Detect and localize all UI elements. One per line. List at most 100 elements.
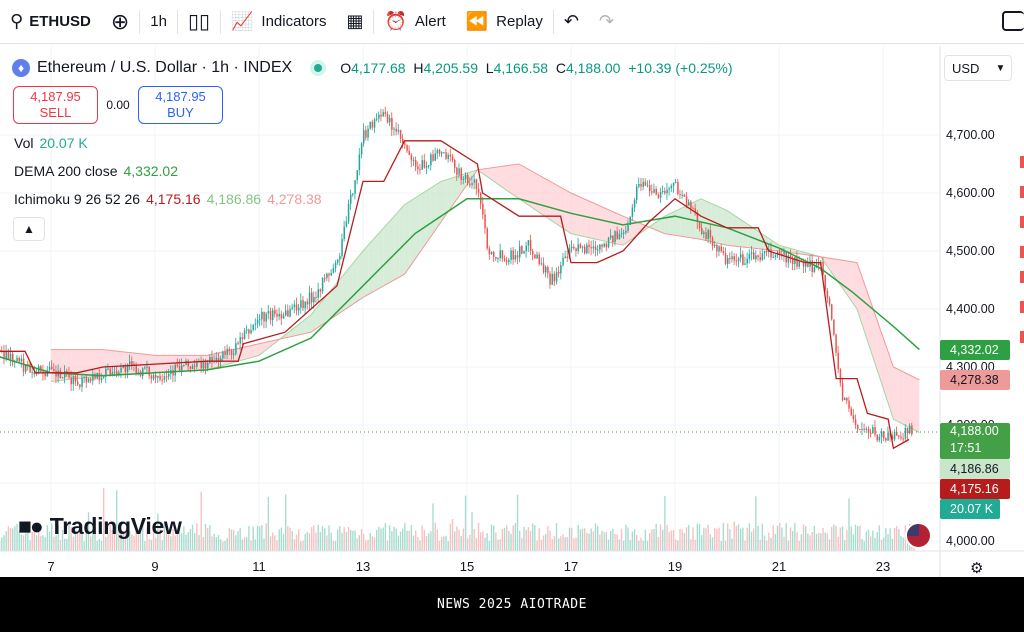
candle-body xyxy=(605,243,608,248)
ichimoku-cloud-segment xyxy=(493,166,499,185)
candle-body xyxy=(701,227,703,235)
replay-button[interactable]: ⏪ Replay xyxy=(456,0,553,44)
chart-type-button[interactable]: ▯▯ xyxy=(178,0,220,44)
candle-body xyxy=(289,308,291,317)
span-a-price-label: 4,186.86 xyxy=(940,459,1010,479)
volume-bar xyxy=(464,495,467,551)
candle-body xyxy=(592,246,595,249)
candle-body xyxy=(404,143,406,145)
volume-bar xyxy=(854,524,857,551)
layout-button[interactable] xyxy=(1002,11,1024,31)
ichimoku-cloud-segment xyxy=(357,251,363,301)
candle-body xyxy=(343,226,345,240)
volume-legend[interactable]: Vol 20.07 K xyxy=(14,135,94,151)
volume-bar xyxy=(605,532,608,551)
volume-bar xyxy=(194,533,196,551)
candle-body xyxy=(603,243,605,247)
compare-button[interactable]: ⊕ xyxy=(101,0,139,44)
volume-bar xyxy=(577,524,579,551)
candle-body xyxy=(415,160,417,167)
candle-body xyxy=(534,254,536,259)
volume-bar xyxy=(562,534,564,551)
indicators-button[interactable]: 📈 Indicators xyxy=(221,0,336,44)
ichimoku-cloud-segment xyxy=(607,209,613,243)
chart-area[interactable] xyxy=(0,46,1024,577)
volume-bar xyxy=(837,536,839,551)
volume-bar xyxy=(261,525,263,551)
candle-body xyxy=(694,208,696,213)
volume-bar xyxy=(460,536,462,551)
trade-panel: 4,187.95 SELL 0.00 4,187.95 BUY xyxy=(13,86,223,124)
volume-bar xyxy=(629,540,631,551)
volume-bar xyxy=(293,539,296,551)
candle-body xyxy=(103,376,105,378)
settings-gear-icon[interactable]: ⚙ xyxy=(970,560,984,577)
candle-body xyxy=(207,362,209,369)
time-tick: 17 xyxy=(563,559,579,574)
dema-legend[interactable]: DEMA 200 close 4,332.02 xyxy=(14,163,184,179)
ichimoku-cloud-segment xyxy=(825,257,831,272)
volume-bar xyxy=(315,532,317,551)
volume-bar xyxy=(874,538,876,551)
candle-body xyxy=(846,398,848,401)
volume-bar xyxy=(1,537,3,551)
time-tick: 13 xyxy=(355,559,371,574)
volume-bar xyxy=(417,536,419,551)
chart-title[interactable]: Ethereum / U.S. Dollar · 1h · INDEX xyxy=(37,59,293,76)
collapse-legend-button[interactable]: ▲ xyxy=(13,217,45,241)
volume-bar xyxy=(419,540,421,551)
ichimoku-legend[interactable]: Ichimoku 9 26 52 26 4,175.16 4,186.86 4,278… xyxy=(14,191,328,207)
candle-body xyxy=(761,253,764,260)
market-status-icon[interactable] xyxy=(310,60,327,76)
ichimoku-cloud-segment xyxy=(659,216,665,234)
price-plot[interactable] xyxy=(0,46,1024,577)
volume-bar xyxy=(824,532,826,551)
currency-select[interactable]: USD ▼ xyxy=(944,55,1012,81)
candle-body xyxy=(887,432,889,441)
candle-body xyxy=(3,351,5,359)
volume-bar xyxy=(885,528,887,551)
interval-button[interactable]: 1h xyxy=(140,0,177,44)
candle-body xyxy=(367,128,369,138)
candle-body xyxy=(324,277,326,279)
candle-body xyxy=(642,181,644,187)
candle-body xyxy=(181,365,183,371)
candle-body xyxy=(577,244,579,252)
volume-bar xyxy=(785,522,787,551)
volume-bar xyxy=(72,536,75,551)
candle-body xyxy=(469,183,471,186)
volume-bar xyxy=(399,531,402,551)
candle-body xyxy=(508,259,510,263)
alert-button[interactable]: ⏰ Alert xyxy=(374,0,455,44)
symbol-search[interactable]: ⚲ ETHUSD xyxy=(0,0,101,44)
volume-bar xyxy=(68,524,70,551)
volume-bar xyxy=(51,523,53,551)
volume-bar xyxy=(131,534,133,551)
candle-body xyxy=(588,244,590,248)
tradingview-logo[interactable]: ■● TradingView xyxy=(18,513,182,540)
candle-body xyxy=(685,196,688,206)
candle-body xyxy=(126,364,129,373)
volume-bar xyxy=(289,527,291,551)
ichimoku-cloud-segment xyxy=(534,172,540,213)
low-label: L xyxy=(485,60,494,76)
candle-body xyxy=(376,118,378,120)
volume-bar xyxy=(447,541,449,551)
candle-body xyxy=(672,182,675,186)
templates-button[interactable]: ▦ xyxy=(336,0,373,44)
buy-button[interactable]: 4,187.95 BUY xyxy=(138,86,223,124)
volume-bar xyxy=(74,529,77,551)
volume-bar xyxy=(503,527,506,551)
us-flag-icon[interactable] xyxy=(905,522,932,549)
candle-body xyxy=(488,248,491,254)
candle-body xyxy=(471,182,473,186)
undo-button[interactable]: ↶ xyxy=(554,0,589,44)
sell-button[interactable]: 4,187.95 SELL xyxy=(13,86,98,124)
volume-bar xyxy=(636,535,638,551)
candle-body xyxy=(393,128,395,130)
volume-bar xyxy=(354,530,356,551)
volume-bar xyxy=(627,527,629,551)
candle-body xyxy=(904,427,907,439)
candle-body xyxy=(77,381,79,385)
redo-button[interactable]: ↷ xyxy=(589,0,624,44)
